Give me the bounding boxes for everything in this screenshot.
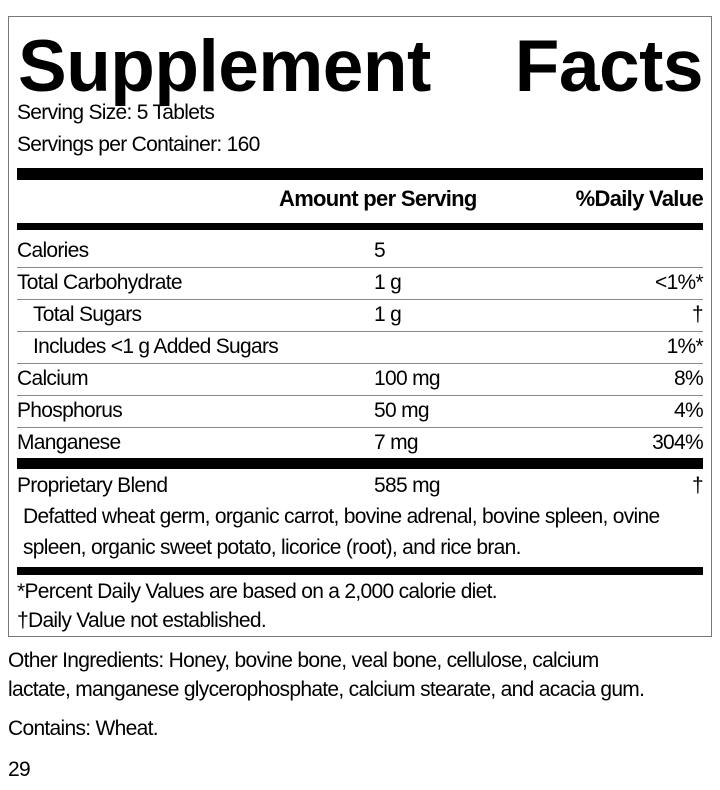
other-ingredients-line-2: lactate, manganese glycerophosphate, cal…: [8, 678, 645, 701]
nutrient-dv: 8%: [674, 367, 704, 390]
blend-dv: †: [692, 474, 704, 497]
nutrient-row-added-sugars: Includes <1 g Added Sugars 1%*: [17, 331, 704, 364]
other-ingredients-line-1: Other Ingredients: Honey, bovine bone, v…: [8, 649, 599, 672]
nutrient-name: Calcium: [17, 367, 89, 390]
nutrient-name: Includes <1 g Added Sugars: [33, 335, 279, 358]
header-daily-value: %Daily Value: [575, 186, 704, 211]
servings-per-container: Servings per Container: 160: [17, 133, 260, 156]
thick-divider: [17, 567, 703, 575]
nutrient-row-manganese: Manganese 7 mg 304%: [17, 427, 704, 459]
nutrient-amount: 1 g: [374, 303, 402, 326]
blend-ingredients-line-1: Defatted wheat germ, organic carrot, bov…: [23, 505, 660, 528]
nutrient-amount: 1 g: [374, 271, 402, 294]
nutrient-dv: †: [692, 303, 704, 326]
nutrient-amount: 50 mg: [374, 399, 430, 422]
serving-size: Serving Size: 5 Tablets: [17, 101, 215, 124]
title-word-2: Facts: [514, 26, 704, 107]
nutrient-row-phosphorus: Phosphorus 50 mg 4%: [17, 395, 704, 428]
thick-divider: [17, 168, 703, 180]
contains-statement: Contains: Wheat.: [8, 717, 159, 740]
nutrient-row-calcium: Calcium 100 mg 8%: [17, 363, 704, 396]
footnote-dagger: †Daily Value not established.: [17, 609, 267, 632]
nutrient-dv: 304%: [652, 431, 704, 454]
header-amount: Amount per Serving: [279, 186, 477, 211]
blend-name: Proprietary Blend: [17, 474, 168, 497]
panel-title: Supplement Facts: [18, 26, 704, 107]
nutrient-row-total-carbohydrate: Total Carbohydrate 1 g <1%*: [17, 267, 704, 300]
thick-divider: [17, 458, 703, 469]
nutrient-row-total-sugars: Total Sugars 1 g †: [17, 299, 704, 332]
nutrient-dv: <1%*: [655, 271, 704, 294]
supplement-facts-panel: Supplement Facts Serving Size: 5 Tablets…: [8, 16, 712, 637]
footnote-daily-values: *Percent Daily Values are based on a 2,0…: [17, 580, 498, 603]
page-number: 29: [8, 758, 31, 781]
nutrient-dv: 1%*: [666, 335, 704, 358]
blend-amount: 585 mg: [374, 474, 441, 497]
blend-ingredients-line-2: spleen, organic sweet potato, licorice (…: [23, 536, 521, 559]
nutrient-name: Calories: [17, 239, 89, 262]
nutrient-name: Manganese: [17, 431, 121, 454]
title-word-1: Supplement: [18, 26, 431, 107]
proprietary-blend-row: Proprietary Blend 585 mg †: [17, 470, 704, 502]
nutrient-name: Phosphorus: [17, 399, 123, 422]
nutrient-name: Total Sugars: [33, 303, 142, 326]
nutrient-name: Total Carbohydrate: [17, 271, 183, 294]
nutrient-dv: 4%: [674, 399, 704, 422]
medium-divider: [17, 223, 703, 230]
nutrient-amount: 5: [374, 239, 386, 262]
nutrient-amount: 100 mg: [374, 367, 441, 390]
nutrient-amount: 7 mg: [374, 431, 419, 454]
nutrient-row-calories: Calories 5: [17, 235, 703, 268]
